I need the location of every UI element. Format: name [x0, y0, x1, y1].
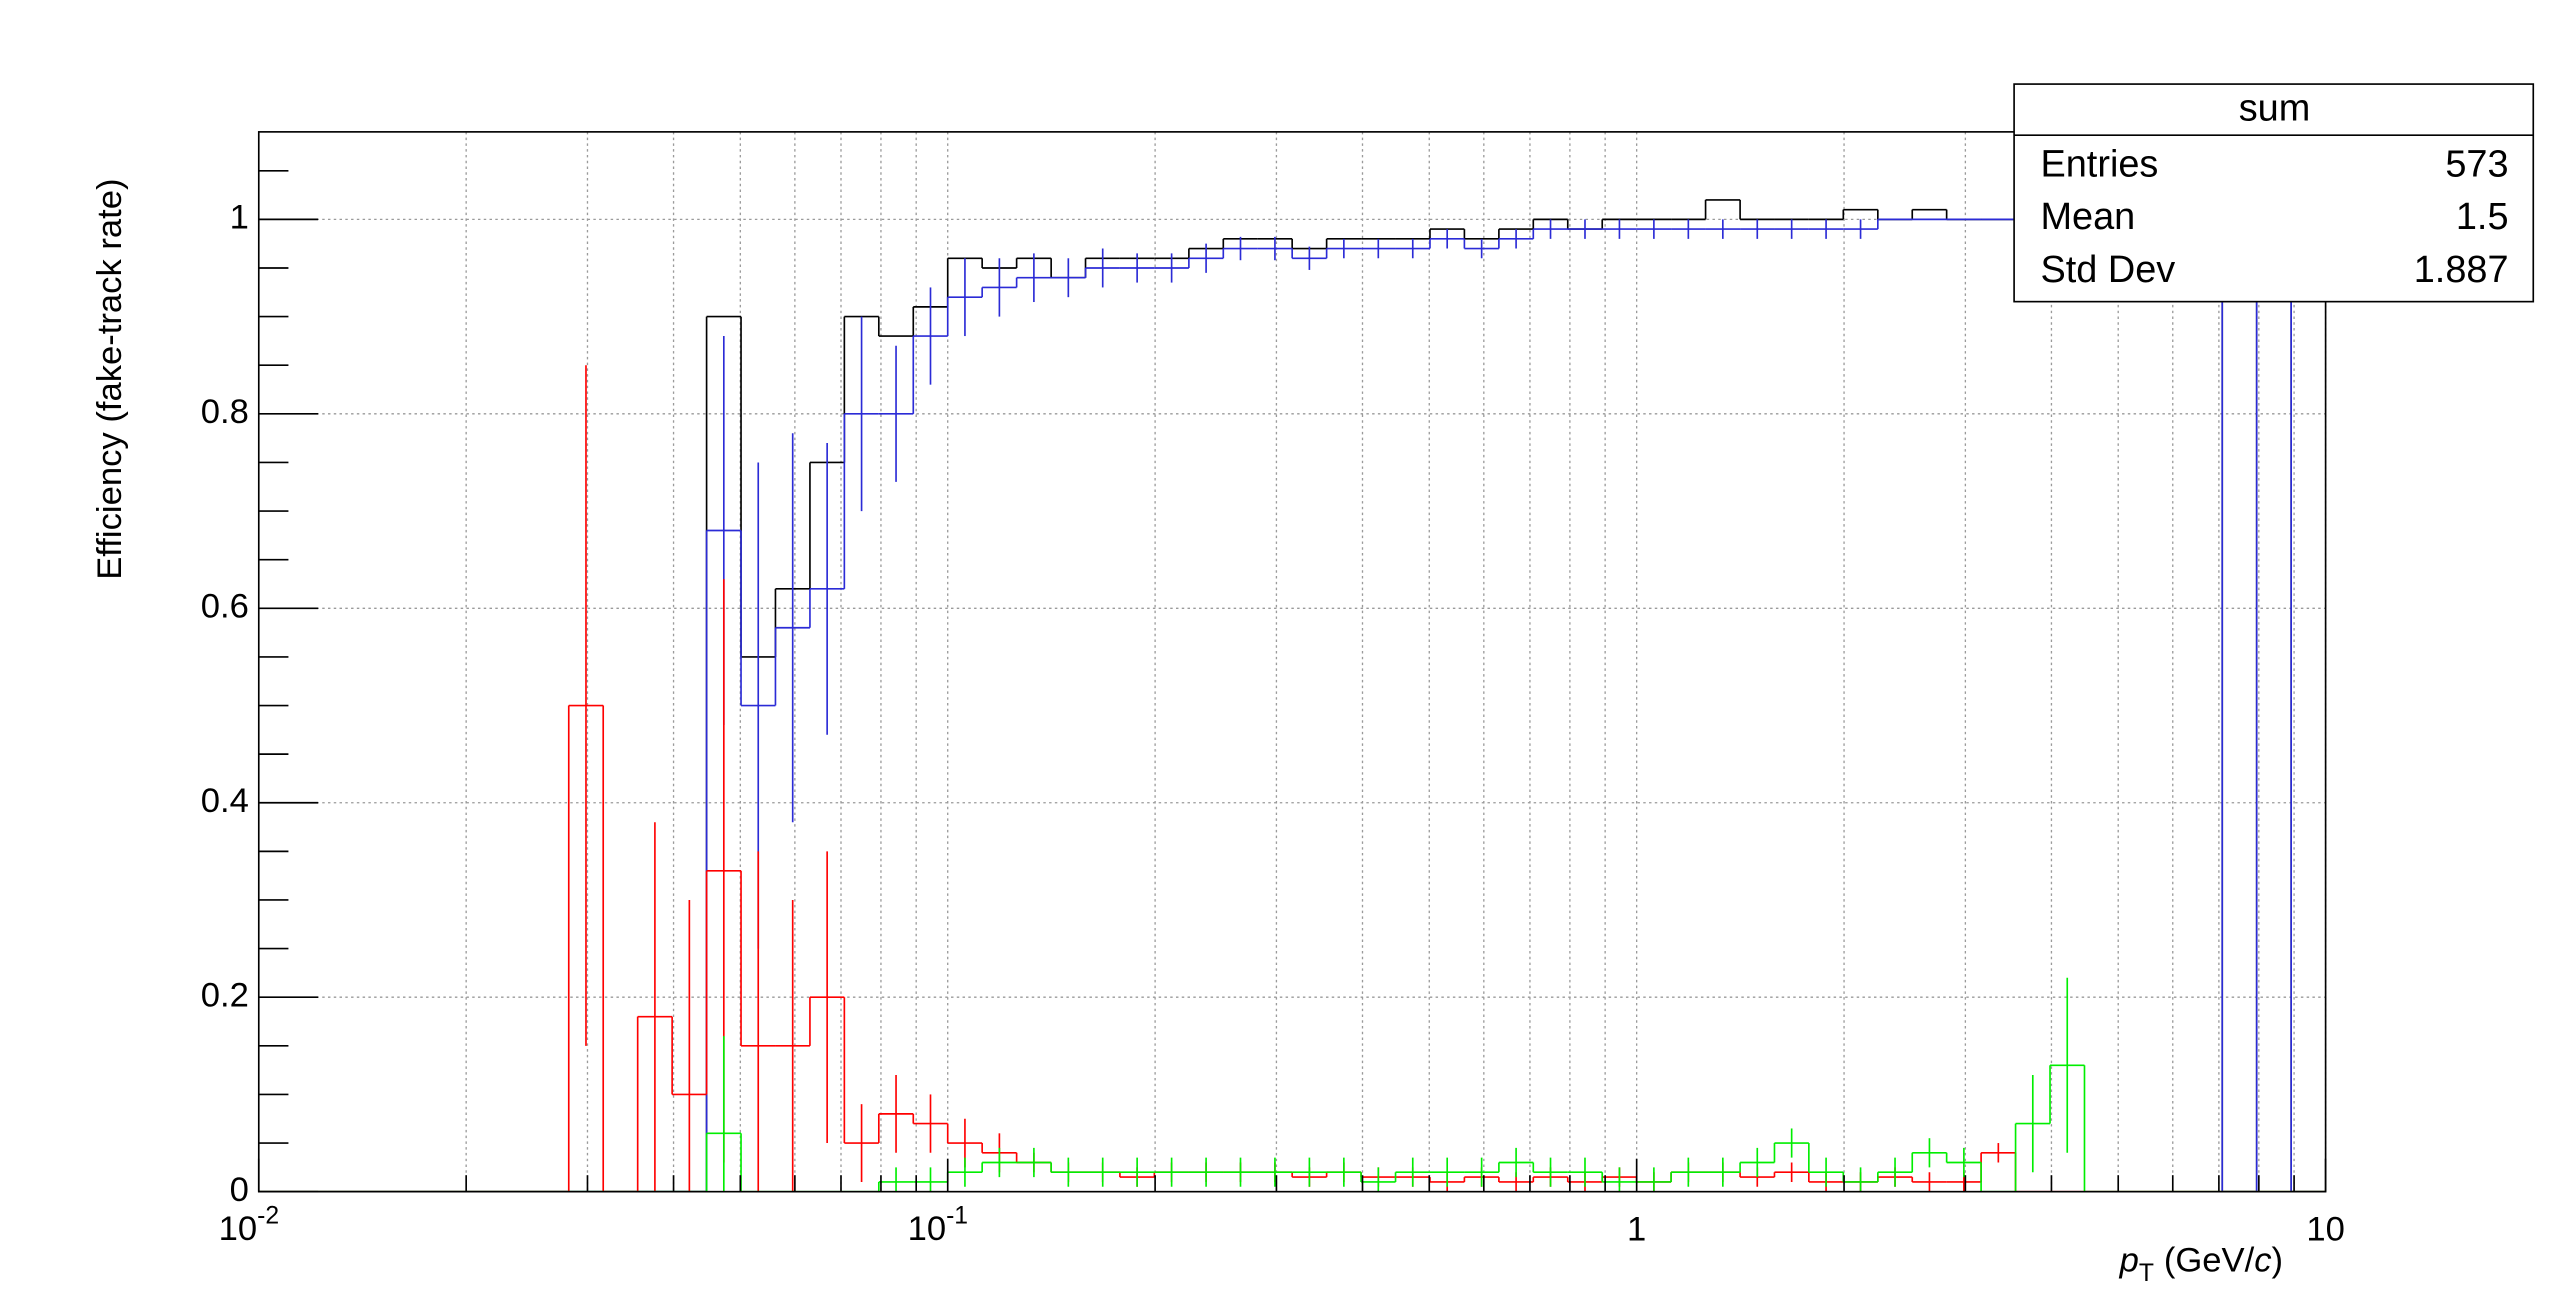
- x-tick-label: 10: [2306, 1210, 2345, 1248]
- y-tick-label: 1: [230, 199, 249, 237]
- x-title-unit: (GeV/: [2164, 1242, 2255, 1280]
- stats-box: sum Entries 573 Mean 1.5 Std Dev 1.887: [2013, 83, 2535, 303]
- y-tick-label: 0.6: [201, 587, 249, 625]
- x-tick-base: 10: [908, 1210, 947, 1248]
- x-tick-exponent: -2: [257, 1202, 279, 1229]
- x-title-close: ): [2272, 1242, 2284, 1280]
- stats-label: Mean: [2040, 196, 2135, 238]
- stats-title: sum: [2239, 87, 2311, 129]
- y-tick-label: 0: [230, 1171, 249, 1209]
- histogram-series: [258, 977, 2326, 1192]
- y-axis-title: Efficiency (fake-track rate): [91, 178, 129, 579]
- x-title-sub: T: [2139, 1260, 2154, 1287]
- x-tick-label: 10-2: [219, 1202, 279, 1248]
- y-tick-label: 0.2: [201, 976, 249, 1014]
- stats-label: Entries: [2040, 144, 2158, 186]
- y-tick-label: 0.8: [201, 393, 249, 431]
- x-tick-label: 1: [1627, 1210, 1646, 1248]
- histograms: [258, 199, 2326, 1192]
- x-axis-title: pT (GeV/c): [2119, 1242, 2283, 1287]
- stats-value: 573: [2445, 144, 2508, 186]
- x-title-symbol: p: [2119, 1242, 2139, 1280]
- plot-frame: [257, 131, 2327, 1193]
- x-tick-exponent: -1: [946, 1202, 968, 1229]
- stats-value: 1.887: [2414, 249, 2509, 291]
- stats-frame: [2013, 83, 2535, 303]
- stats-value: 1.5: [2456, 196, 2509, 238]
- y-tick-label: 0.4: [201, 782, 249, 820]
- x-tick-label: 10-1: [908, 1202, 968, 1248]
- stats-label: Std Dev: [2040, 249, 2175, 291]
- x-tick-base: 10: [219, 1210, 258, 1248]
- x-title-unit-var: c: [2254, 1242, 2271, 1280]
